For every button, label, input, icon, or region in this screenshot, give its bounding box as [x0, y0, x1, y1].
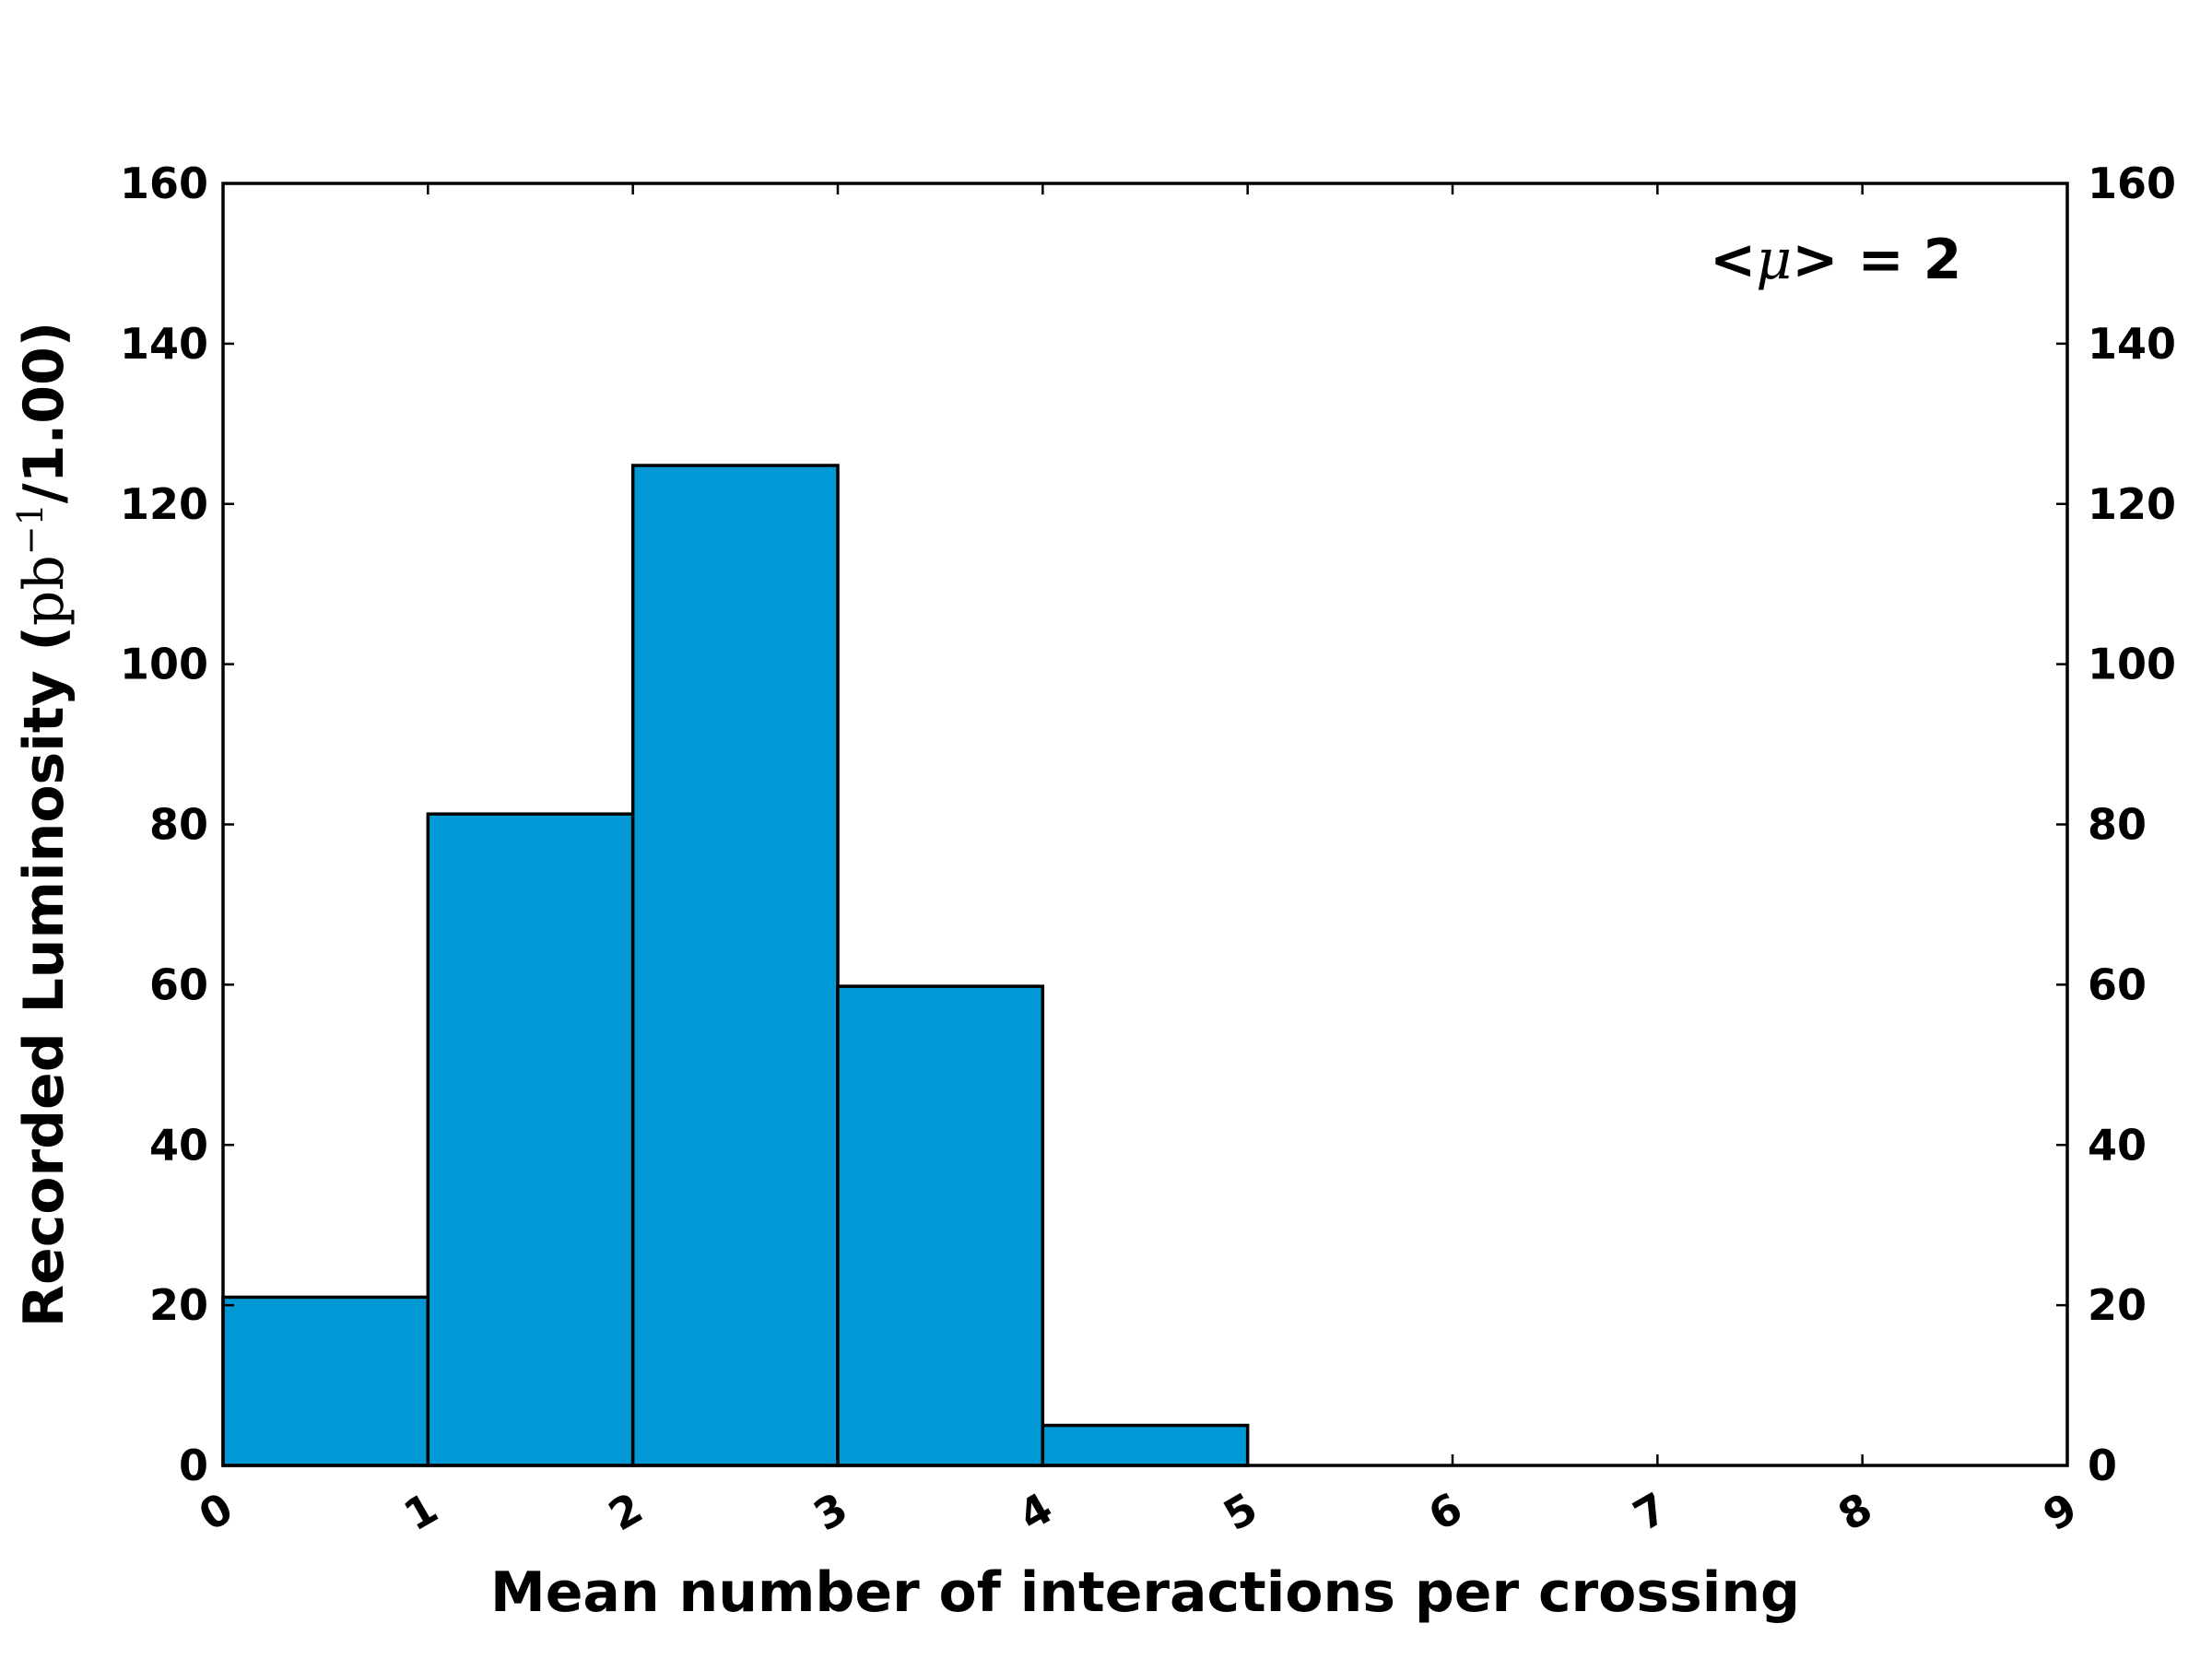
- x-tick-label: 4: [1010, 1483, 1061, 1541]
- y-tick-label-right: 80: [2088, 800, 2147, 850]
- histogram-bar: [426, 812, 635, 1467]
- histogram-bar: [836, 984, 1045, 1467]
- y-tick-label: 100: [120, 640, 208, 689]
- y-tick-label: 140: [120, 319, 208, 369]
- x-axis-label: Mean number of interactions per crossing: [490, 1560, 1800, 1625]
- y-tick-label-right: 120: [2088, 479, 2176, 529]
- x-tick-label: 2: [600, 1483, 651, 1541]
- annotation-lt: <: [1710, 228, 1756, 292]
- y-axis-label: Recorded Luminosity (pb−1/1.00): [10, 322, 76, 1327]
- y-tick-label-right: 0: [2088, 1441, 2117, 1490]
- y-tick-label-right: 160: [2088, 159, 2176, 208]
- y-axis-unit: pb: [12, 555, 76, 626]
- y-tick-label: 40: [149, 1120, 208, 1170]
- annotation-rest: > = 2: [1792, 228, 1961, 292]
- y-tick-label-right: 60: [2088, 959, 2147, 1009]
- y-tick-label: 80: [149, 800, 208, 850]
- histogram-bars: [221, 464, 1250, 1467]
- y-axis-unit-exponent: −1: [10, 503, 51, 555]
- y-tick-label-right: 40: [2088, 1120, 2147, 1170]
- histogram-bar: [1041, 1423, 1250, 1467]
- x-tick-label: 5: [1215, 1483, 1265, 1541]
- x-tick-label: 1: [395, 1483, 446, 1541]
- histogram-bar: [221, 1295, 430, 1467]
- mean-mu-annotation: <μ> = 2: [1710, 228, 1961, 292]
- y-tick-label-right: 140: [2088, 319, 2176, 369]
- annotation-mu-symbol: μ: [1756, 228, 1792, 292]
- x-tick-label: 0: [191, 1483, 241, 1541]
- y-tick-label-right: 20: [2088, 1280, 2147, 1330]
- axis-ticks: [221, 182, 2069, 1467]
- x-tick-label: 9: [2035, 1483, 2086, 1541]
- y-tick-label: 60: [149, 959, 208, 1009]
- histogram-bar: [630, 464, 840, 1467]
- x-tick-label: 6: [1420, 1483, 1471, 1541]
- y-tick-label: 0: [179, 1441, 208, 1490]
- x-tick-label: 7: [1625, 1483, 1676, 1541]
- y-axis-label-prefix: Recorded Luminosity (: [12, 626, 76, 1327]
- y-tick-label: 160: [120, 159, 208, 208]
- y-tick-label: 120: [120, 479, 208, 529]
- y-tick-label-right: 100: [2088, 640, 2176, 689]
- y-axis-label-suffix: /1.00): [12, 322, 76, 503]
- x-tick-label: 3: [806, 1483, 856, 1541]
- y-tick-label: 20: [149, 1280, 208, 1330]
- x-tick-label: 8: [1830, 1483, 1880, 1541]
